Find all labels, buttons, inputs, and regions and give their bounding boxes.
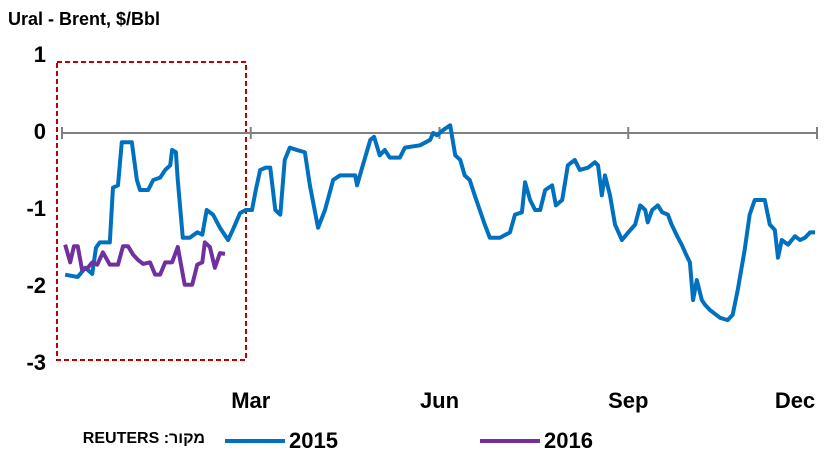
chart-title: Ural - Brent, $/Bbl (8, 9, 160, 29)
y-tick-label: -2 (26, 273, 46, 298)
x-tick-label: Mar (231, 388, 271, 413)
series-line (63, 240, 226, 287)
y-tick-label: 0 (34, 119, 46, 144)
y-tick-label: 1 (34, 42, 46, 67)
highlight-box (56, 61, 247, 361)
x-tick-label: Dec (775, 388, 815, 413)
legend-label: 2015 (289, 428, 338, 453)
series-line (64, 123, 816, 323)
x-tick-label: Sep (608, 388, 648, 413)
legend-label: 2016 (544, 428, 593, 453)
y-tick-label: -1 (26, 196, 46, 221)
source-note: מקור: REUTERS (82, 430, 205, 447)
y-tick-label: -3 (26, 350, 46, 375)
x-tick-label: Jun (420, 388, 459, 413)
